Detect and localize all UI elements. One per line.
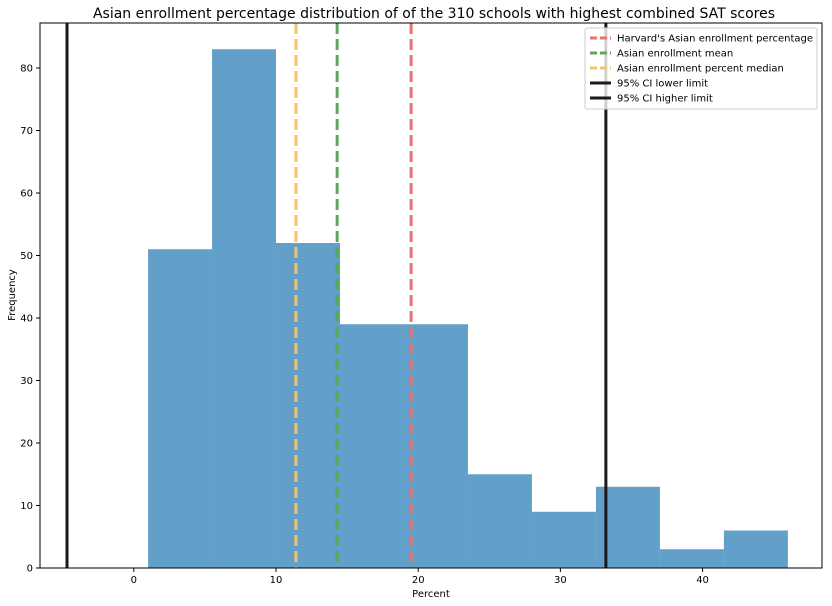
x-tick-label: 20 — [412, 575, 425, 586]
legend-box — [584, 27, 818, 110]
legend: Harvard's Asian enrollment percentage Asi… — [584, 27, 818, 110]
x-tick-label: 10 — [270, 575, 283, 586]
y-tick-label: 60 — [20, 189, 33, 200]
histogram-bar — [659, 549, 724, 568]
y-tick-label: 70 — [20, 126, 33, 137]
legend-label: 95% CI higher limit — [617, 94, 713, 105]
histogram-bar — [723, 530, 788, 568]
y-tick-label: 30 — [20, 376, 33, 387]
y-tick-label: 80 — [20, 64, 33, 75]
plot-area — [65, 23, 788, 568]
y-tick-label: 0 — [27, 564, 33, 575]
legend-label: 95% CI lower limit — [617, 79, 708, 90]
y-tick-label: 10 — [20, 501, 33, 512]
y-tick-label: 40 — [20, 314, 33, 325]
histogram-bar — [276, 243, 341, 568]
y-tick-label: 20 — [20, 439, 33, 450]
histogram-bar — [148, 249, 213, 568]
x-tick-label: 40 — [696, 575, 709, 586]
histogram-bar — [467, 474, 532, 568]
legend-label: Asian enrollment mean — [617, 49, 733, 60]
chart-title: Asian enrollment percentage distribution… — [93, 6, 775, 22]
y-axis-label: Frequency — [7, 269, 18, 321]
histogram-bar — [403, 324, 468, 568]
y-tick-label: 50 — [20, 251, 33, 262]
legend-label: Harvard's Asian enrollment percentage — [617, 34, 813, 45]
axes: 0 10 20 30 40 0 10 20 30 40 50 60 70 80 — [20, 64, 709, 587]
x-axis-label: Percent — [412, 589, 450, 600]
plot-frame — [39, 22, 823, 569]
x-tick-label: 30 — [554, 575, 567, 586]
histogram-bar — [340, 324, 404, 568]
histogram-bar — [212, 49, 277, 568]
x-tick-label: 0 — [131, 575, 137, 586]
legend-label: Asian enrollment percent median — [617, 64, 784, 75]
histogram-bar — [531, 511, 596, 568]
